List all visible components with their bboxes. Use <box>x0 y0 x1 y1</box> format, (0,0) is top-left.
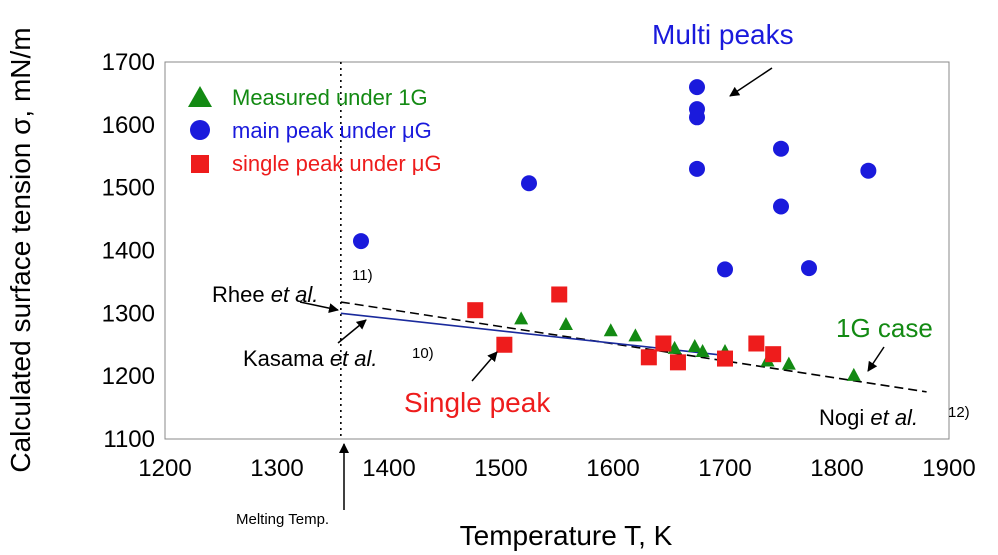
data-point-triangle <box>846 367 861 381</box>
ref-line-rhee-et-al <box>340 301 927 393</box>
data-point-circle <box>860 162 877 179</box>
y-tick-label: 1300 <box>102 300 155 327</box>
y-tick-label: 1500 <box>102 175 155 202</box>
nogi-name: Nogi <box>819 405 870 430</box>
data-point-square <box>655 335 672 352</box>
nogi-etal: et al. <box>870 405 918 430</box>
kasama-name: Kasama <box>243 346 330 371</box>
data-point-circle <box>773 140 789 157</box>
x-tick-label: 1900 <box>922 455 975 482</box>
y-tick-label: 1100 <box>103 426 155 453</box>
rhee-etal: et al. <box>271 282 319 307</box>
annotation-1g-case: 1G case <box>836 313 933 343</box>
y-tick-label: 1700 <box>102 49 155 76</box>
x-tick-label: 1500 <box>474 455 527 482</box>
data-point-square <box>496 336 513 353</box>
x-axis-ticks: 1200 1300 1400 1500 1600 1700 1800 1900 <box>138 455 975 482</box>
annotation-melting-temp: Melting Temp. <box>236 511 329 528</box>
annotation-nogi: Nogi et al. <box>819 405 918 430</box>
annotation-multi-peaks: Multi peaks <box>652 19 794 50</box>
x-tick-label: 1700 <box>698 455 751 482</box>
data-point-square <box>748 335 765 352</box>
data-point-triangle <box>603 323 618 337</box>
data-point-circle <box>689 160 705 177</box>
data-point-circle <box>689 109 705 126</box>
y-tick-label: 1600 <box>102 112 155 139</box>
y-tick-label: 1200 <box>102 363 155 390</box>
data-point-triangle <box>695 344 710 358</box>
data-point-square <box>765 346 782 363</box>
legend-label-single-peak-ug: single peak under μG <box>232 151 442 176</box>
data-point-circle <box>353 233 369 250</box>
data-point-square <box>640 349 657 366</box>
x-tick-label: 1800 <box>810 455 863 482</box>
data-point-triangle <box>628 328 643 342</box>
legend-label-measured-1g: Measured under 1G <box>232 85 428 110</box>
data-point-circle <box>689 79 705 96</box>
y-tick-label: 1400 <box>102 238 155 265</box>
arrow-single-peak <box>471 351 498 382</box>
arrow-multi-peaks <box>729 67 773 97</box>
annotation-single-peak: Single peak <box>404 387 551 418</box>
x-axis-title: Temperature T, K <box>460 520 673 551</box>
data-point-triangle <box>687 339 702 353</box>
kasama-ref: 10) <box>412 345 434 362</box>
data-point-circle <box>801 260 817 277</box>
y-axis-title: Calculated surface tension σ, mN/m <box>5 27 36 472</box>
data-point-square <box>717 350 733 367</box>
data-point-triangle <box>781 356 796 370</box>
legend-marker-single-peak-ug <box>191 155 209 173</box>
annotation-kasama: Kasama et al. <box>243 346 378 371</box>
data-points <box>353 79 877 381</box>
legend: Measured under 1G main peak under μG sin… <box>188 85 442 176</box>
nogi-ref: 12) <box>948 404 970 421</box>
data-point-triangle <box>514 311 529 325</box>
data-point-circle <box>773 198 789 215</box>
legend-marker-main-peak-ug <box>190 120 210 140</box>
data-point-square <box>467 302 484 319</box>
data-point-triangle <box>558 317 573 331</box>
arrow-1g-case <box>867 346 885 372</box>
x-tick-label: 1200 <box>138 455 191 482</box>
data-point-square <box>669 354 686 371</box>
data-point-square <box>551 286 568 303</box>
data-point-circle <box>717 261 733 278</box>
x-tick-label: 1300 <box>250 455 303 482</box>
kasama-etal: et al. <box>330 346 378 371</box>
annotation-rhee: Rhee et al. <box>212 282 318 307</box>
legend-label-main-peak-ug: main peak under μG <box>232 118 432 143</box>
x-tick-label: 1600 <box>586 455 639 482</box>
x-tick-label: 1400 <box>362 455 415 482</box>
data-point-circle <box>521 175 537 192</box>
rhee-ref: 11) <box>352 267 373 284</box>
rhee-name: Rhee <box>212 282 271 307</box>
arrow-kasama <box>337 319 367 344</box>
plot-area <box>164 61 950 440</box>
arrow-rhee <box>299 301 339 314</box>
legend-marker-measured-1g <box>188 86 212 107</box>
y-axis-ticks: 1100 1200 1300 1400 1500 1600 1700 <box>102 49 155 453</box>
